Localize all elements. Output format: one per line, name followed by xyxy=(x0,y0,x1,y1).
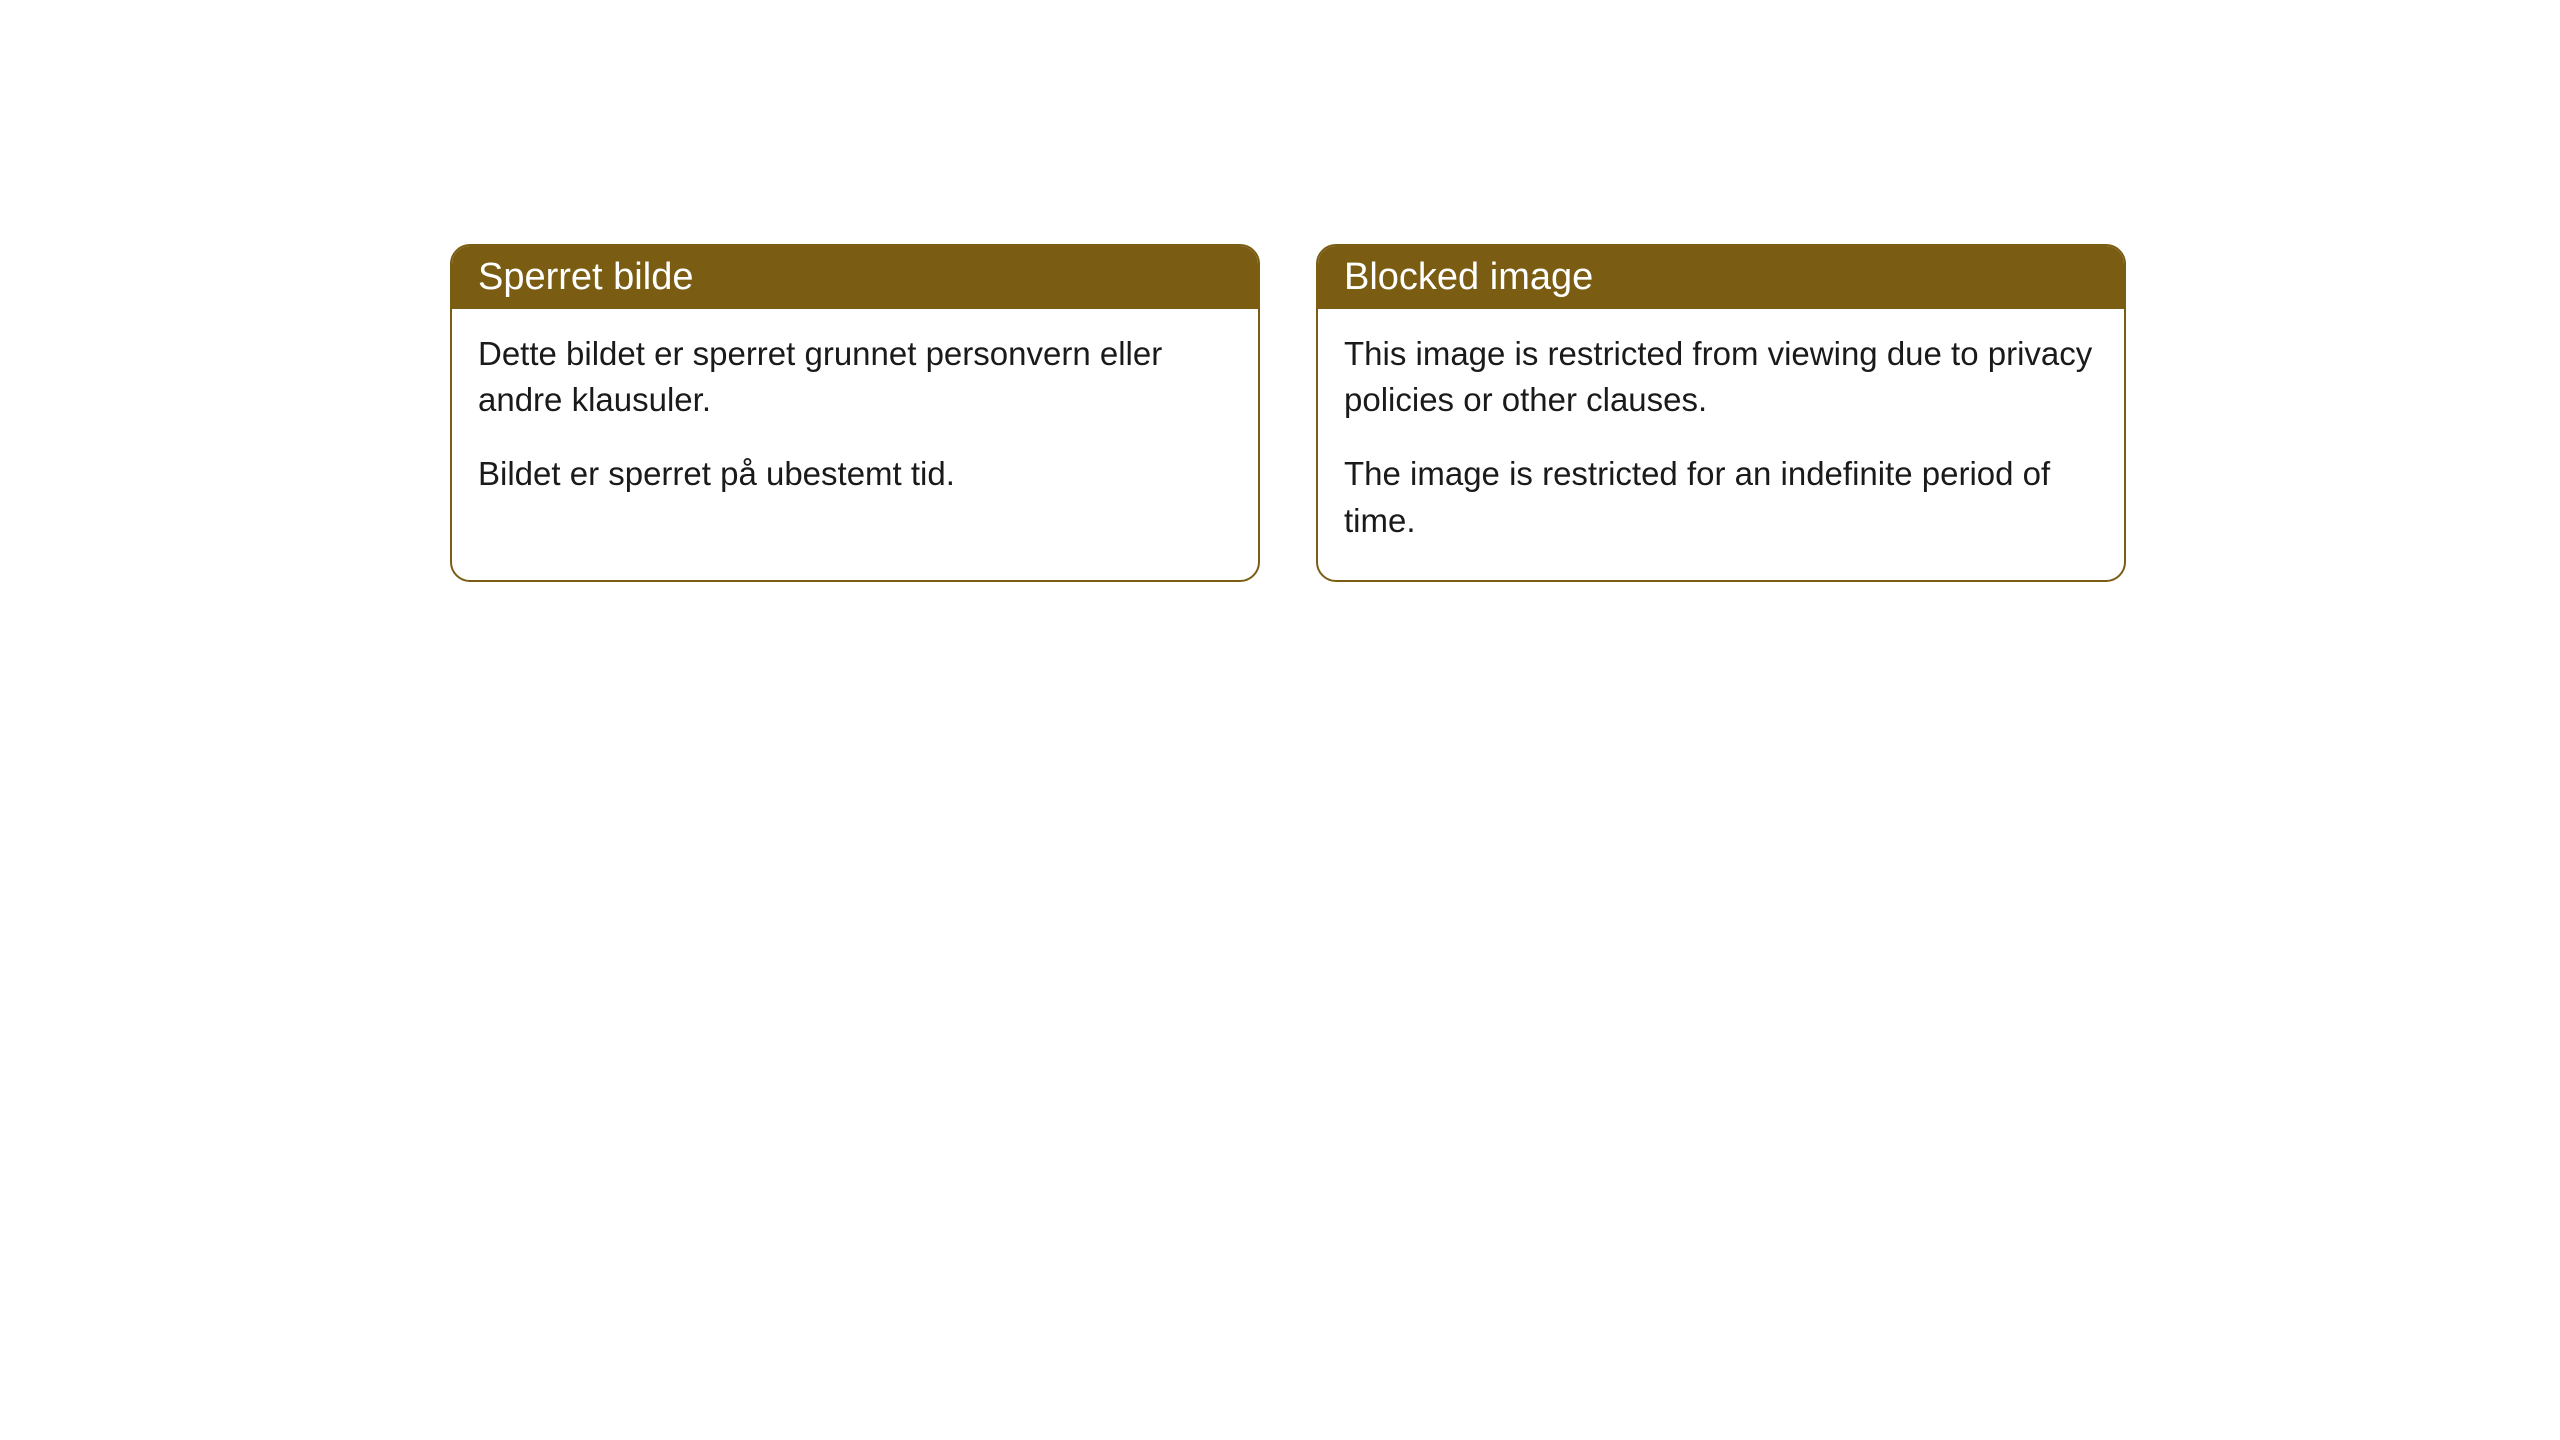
card-body-norwegian: Dette bildet er sperret grunnet personve… xyxy=(452,309,1258,534)
card-header-norwegian: Sperret bilde xyxy=(452,246,1258,309)
card-header-english: Blocked image xyxy=(1318,246,2124,309)
card-paragraph: This image is restricted from viewing du… xyxy=(1344,331,2098,423)
card-paragraph: Bildet er sperret på ubestemt tid. xyxy=(478,451,1232,497)
card-paragraph: The image is restricted for an indefinit… xyxy=(1344,451,2098,543)
card-english: Blocked image This image is restricted f… xyxy=(1316,244,2126,582)
card-norwegian: Sperret bilde Dette bildet er sperret gr… xyxy=(450,244,1260,582)
card-body-english: This image is restricted from viewing du… xyxy=(1318,309,2124,580)
card-paragraph: Dette bildet er sperret grunnet personve… xyxy=(478,331,1232,423)
cards-container: Sperret bilde Dette bildet er sperret gr… xyxy=(450,244,2126,582)
